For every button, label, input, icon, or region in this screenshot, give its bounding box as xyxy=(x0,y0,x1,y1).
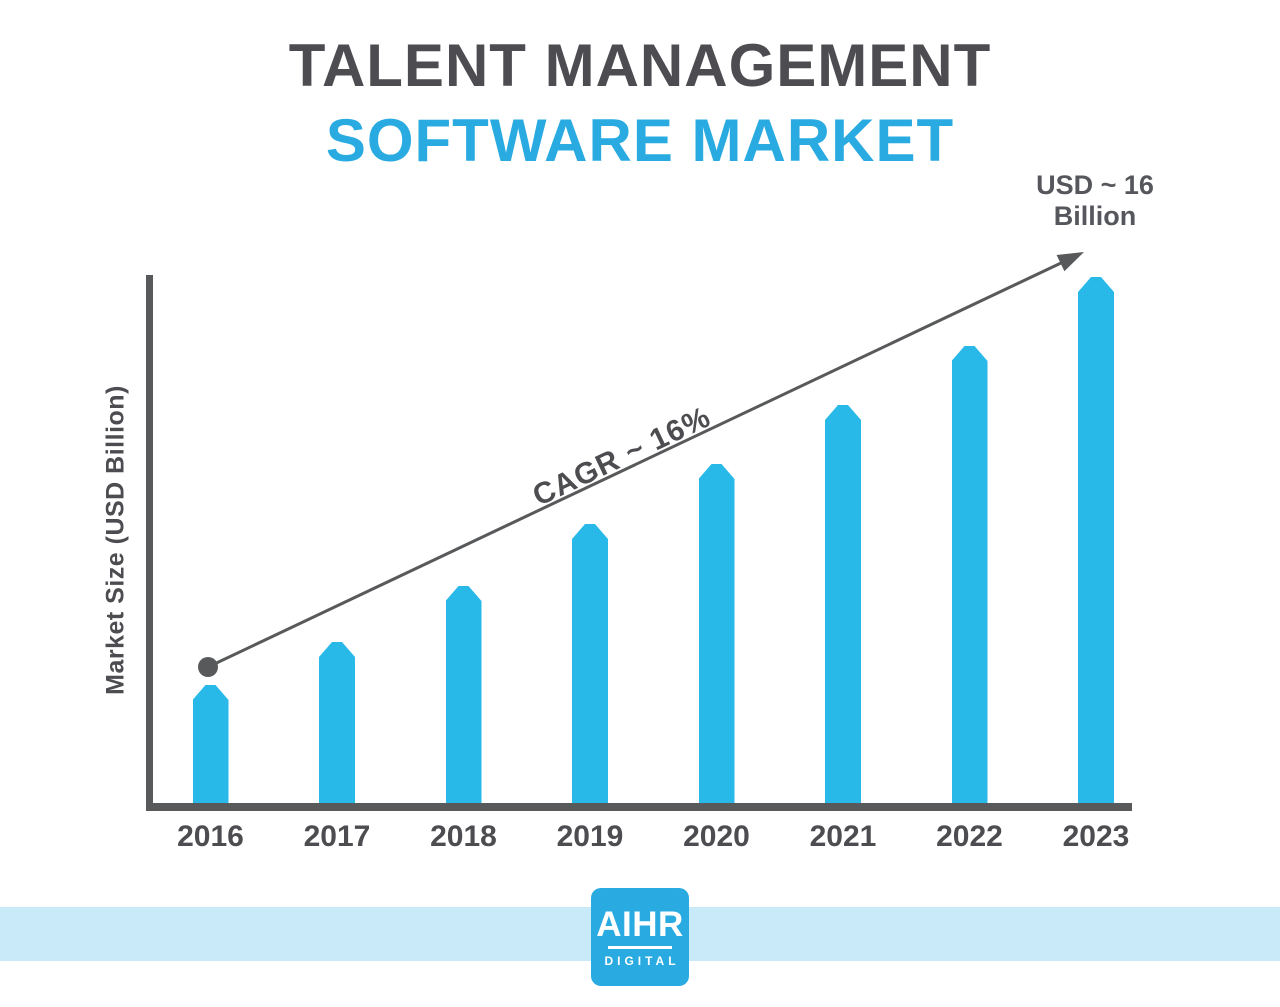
x-tick-2021: 2021 xyxy=(809,820,877,853)
title-line-1: TALENT MANAGEMENT xyxy=(288,32,992,99)
bar-2017 xyxy=(319,642,355,803)
bar-2016 xyxy=(193,685,229,803)
logo-name: AIHR xyxy=(596,904,684,944)
logo-divider xyxy=(608,945,672,949)
logo-subtitle: DIGITAL xyxy=(604,953,680,968)
bar-2018 xyxy=(446,586,482,803)
page-title: TALENT MANAGEMENT SOFTWARE MARKET xyxy=(0,28,1280,178)
x-tick-2016: 2016 xyxy=(177,820,244,853)
y-axis-line xyxy=(146,275,153,811)
arrowhead-icon xyxy=(1056,252,1084,272)
cagr-annotation: CAGR ~ 16% xyxy=(527,400,716,513)
x-tick-2018: 2018 xyxy=(430,820,497,853)
endpoint-annotation-line-2: Billion xyxy=(1053,201,1137,231)
bar-2022 xyxy=(952,346,988,803)
y-axis-label: Market Size (USD Billion) xyxy=(101,385,130,695)
trend-start-dot xyxy=(198,657,218,677)
x-tick-2022: 2022 xyxy=(936,820,1003,853)
bar-2019 xyxy=(572,524,608,803)
x-tick-2017: 2017 xyxy=(303,820,371,853)
bar-2023 xyxy=(1078,277,1114,803)
bar-2020 xyxy=(699,464,735,803)
x-axis-line xyxy=(146,803,1132,811)
bar-2021 xyxy=(825,405,861,803)
x-tick-2023: 2023 xyxy=(1062,820,1130,853)
endpoint-annotation: USD ~ 16 Billion xyxy=(1036,170,1154,232)
x-tick-2019: 2019 xyxy=(556,820,624,853)
endpoint-annotation-line-1: USD ~ 16 xyxy=(1036,170,1154,200)
x-tick-2020: 2020 xyxy=(683,820,750,853)
title-line-2: SOFTWARE MARKET xyxy=(325,107,955,174)
aihr-logo: AIHR DIGITAL xyxy=(591,888,689,986)
